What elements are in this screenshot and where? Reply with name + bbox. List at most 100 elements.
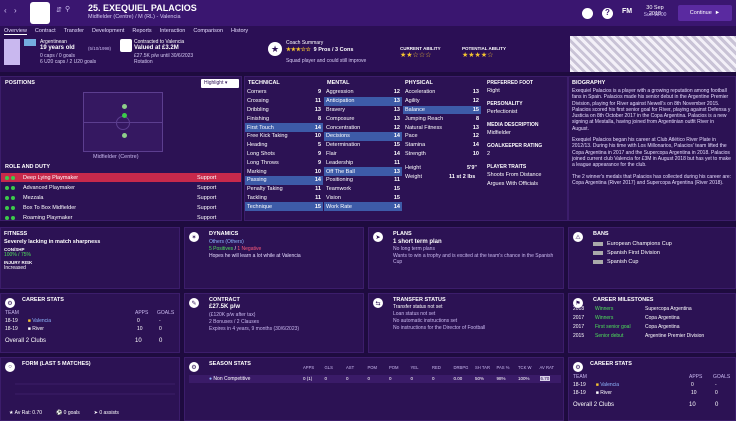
- role-duty[interactable]: Support: [197, 174, 217, 181]
- attribute-row[interactable]: Concentration 12: [324, 123, 402, 132]
- attribute-row[interactable]: Balance 15: [403, 105, 481, 115]
- attribute-row[interactable]: Free Kick Taking 10: [245, 132, 323, 141]
- attribute-row[interactable]: Stamina 14: [403, 141, 481, 150]
- attribute-row[interactable]: Bravery 13: [324, 106, 402, 115]
- biography-title[interactable]: BIOGRAPHY: [572, 80, 606, 86]
- fm-logo[interactable]: FM: [622, 8, 633, 15]
- attribute-row[interactable]: Agility 12: [403, 97, 481, 106]
- back-icon[interactable]: ‹: [4, 6, 7, 15]
- attribute-row[interactable]: Long Throws 9: [245, 158, 323, 167]
- attribute-row[interactable]: Long Shots 9: [245, 150, 323, 159]
- season-col-header[interactable]: RED: [432, 365, 441, 370]
- club-name[interactable]: River: [600, 390, 612, 396]
- season-col-header[interactable]: APPS: [303, 365, 315, 370]
- attribute-row[interactable]: Aggression 12: [324, 88, 402, 97]
- search-player-icon[interactable]: ⚲: [65, 6, 71, 13]
- attribute-row[interactable]: Determination 15: [324, 141, 402, 150]
- career-row[interactable]: 18-19 ■ Valencia 0 -: [5, 318, 177, 324]
- attribute-row[interactable]: Jumping Reach 8: [403, 114, 481, 123]
- profile-icon[interactable]: [582, 8, 593, 19]
- season-col-header[interactable]: POM: [367, 365, 378, 370]
- season-col-header[interactable]: YEL: [410, 365, 419, 370]
- attribute-row[interactable]: Anticipation 13: [324, 96, 402, 106]
- season-col-header[interactable]: GLS: [324, 365, 333, 370]
- tab-transfer[interactable]: Transfer: [63, 28, 84, 34]
- role-row[interactable]: Advanced Playmaker Support: [1, 183, 241, 192]
- form-title[interactable]: FORM (LAST 5 MATCHES): [22, 361, 91, 367]
- fitness-title[interactable]: FITNESS: [4, 231, 28, 237]
- tab-development[interactable]: Development: [92, 28, 125, 34]
- dynamics-title[interactable]: DYNAMICS: [209, 231, 239, 237]
- continue-button[interactable]: Continue ►: [678, 5, 732, 21]
- bans-title[interactable]: BANS: [593, 231, 609, 237]
- season-col-header[interactable]: POM: [389, 365, 399, 370]
- positions-title[interactable]: POSITIONS: [5, 80, 35, 86]
- season-col-header[interactable]: PAS %: [496, 365, 510, 370]
- role-duty[interactable]: Support: [197, 184, 217, 191]
- season-col-header[interactable]: SH TAR: [475, 365, 490, 370]
- role-duty[interactable]: Support: [197, 204, 217, 211]
- season-col-header[interactable]: AST: [346, 365, 355, 370]
- contract-title[interactable]: CONTRACT: [209, 297, 240, 303]
- season-col-header[interactable]: DRBPG: [453, 365, 469, 370]
- attribute-row[interactable]: Positioning 11: [324, 176, 402, 185]
- season-col-header[interactable]: TCK W: [518, 365, 532, 370]
- season-col-header[interactable]: AV RAT: [539, 365, 555, 370]
- career-stats-title[interactable]: CAREER STATS: [22, 297, 64, 303]
- attribute-row[interactable]: Flair 14: [324, 150, 402, 159]
- social-group[interactable]: Others (Others): [209, 239, 244, 245]
- highlight-dropdown[interactable]: Highlight ▾: [201, 79, 239, 88]
- attribute-row[interactable]: Finishing 8: [245, 114, 323, 123]
- attribute-row[interactable]: Dribbling 13: [245, 106, 323, 115]
- attribute-row[interactable]: Off The Ball 13: [324, 167, 402, 176]
- attribute-row[interactable]: Corners 9: [245, 88, 323, 97]
- attribute-row[interactable]: Work Rate 14: [324, 202, 402, 212]
- assists-value: 0 assists: [99, 410, 119, 416]
- season-row[interactable]: [189, 375, 561, 383]
- career-row[interactable]: 18-19 ■ River 10 0: [573, 390, 733, 396]
- milestones-title[interactable]: CAREER MILESTONES: [593, 297, 654, 303]
- transfer-title[interactable]: TRANSFER STATUS: [393, 297, 446, 303]
- attribute-row[interactable]: Leadership 11: [324, 158, 402, 167]
- tab-overview[interactable]: Overview: [4, 27, 27, 35]
- season-stats-title[interactable]: SEASON STATS: [209, 361, 251, 367]
- role-row[interactable]: Roaming Playmaker Support: [1, 213, 241, 221]
- attribute-row[interactable]: Natural Fitness 13: [403, 123, 481, 132]
- tab-reports[interactable]: Reports: [132, 28, 152, 34]
- tab-comparison[interactable]: Comparison: [193, 28, 224, 34]
- tab-history[interactable]: History: [231, 28, 249, 34]
- role-duty[interactable]: Support: [197, 214, 217, 221]
- attribute-row[interactable]: Vision 15: [324, 194, 402, 203]
- tab-contract[interactable]: Contract: [34, 28, 56, 34]
- club-name[interactable]: Valencia: [600, 382, 620, 388]
- attribute-row[interactable]: Pace 12: [403, 132, 481, 141]
- career-row[interactable]: 18-19 ■ Valencia 0 -: [573, 382, 733, 388]
- attribute-row[interactable]: Technique 15: [245, 202, 323, 212]
- club-name[interactable]: Valencia: [32, 318, 52, 324]
- attribute-row[interactable]: Crossing 11: [245, 97, 323, 106]
- attribute-row[interactable]: Marking 10: [245, 167, 323, 176]
- attribute-row[interactable]: Composure 13: [324, 114, 402, 123]
- sort-icon[interactable]: ⇵: [56, 7, 62, 14]
- attribute-row[interactable]: Decisions 14: [324, 132, 402, 141]
- role-duty[interactable]: Support: [197, 194, 217, 201]
- attribute-row[interactable]: Penalty Taking 11: [245, 185, 323, 194]
- attribute-row[interactable]: Teamwork 15: [324, 185, 402, 194]
- attribute-row[interactable]: Passing 14: [245, 176, 323, 185]
- role-row[interactable]: Box To Box Midfielder Support: [1, 203, 241, 212]
- attribute-row[interactable]: Strength 10: [403, 150, 481, 159]
- club-name[interactable]: River: [32, 326, 44, 332]
- tab-interaction[interactable]: Interaction: [159, 28, 186, 34]
- forward-icon[interactable]: ›: [14, 6, 17, 15]
- attribute-row[interactable]: First Touch 14: [245, 123, 323, 132]
- attribute-row[interactable]: Acceleration 13: [403, 88, 481, 97]
- role-row[interactable]: Mezzala Support: [1, 193, 241, 202]
- career-row[interactable]: 18-19 ■ River 10 0: [5, 326, 177, 332]
- plans-title[interactable]: PLANS: [393, 231, 412, 237]
- role-row-selected[interactable]: Deep Lying Playmaker Support: [1, 173, 241, 182]
- career-stats-title[interactable]: CAREER STATS: [590, 361, 632, 367]
- attribute-row[interactable]: Heading 5: [245, 141, 323, 150]
- attribute-row[interactable]: Tackling 11: [245, 194, 323, 203]
- help-icon[interactable]: ?: [602, 8, 613, 19]
- coach-summary-title[interactable]: Coach Summary: [286, 40, 324, 46]
